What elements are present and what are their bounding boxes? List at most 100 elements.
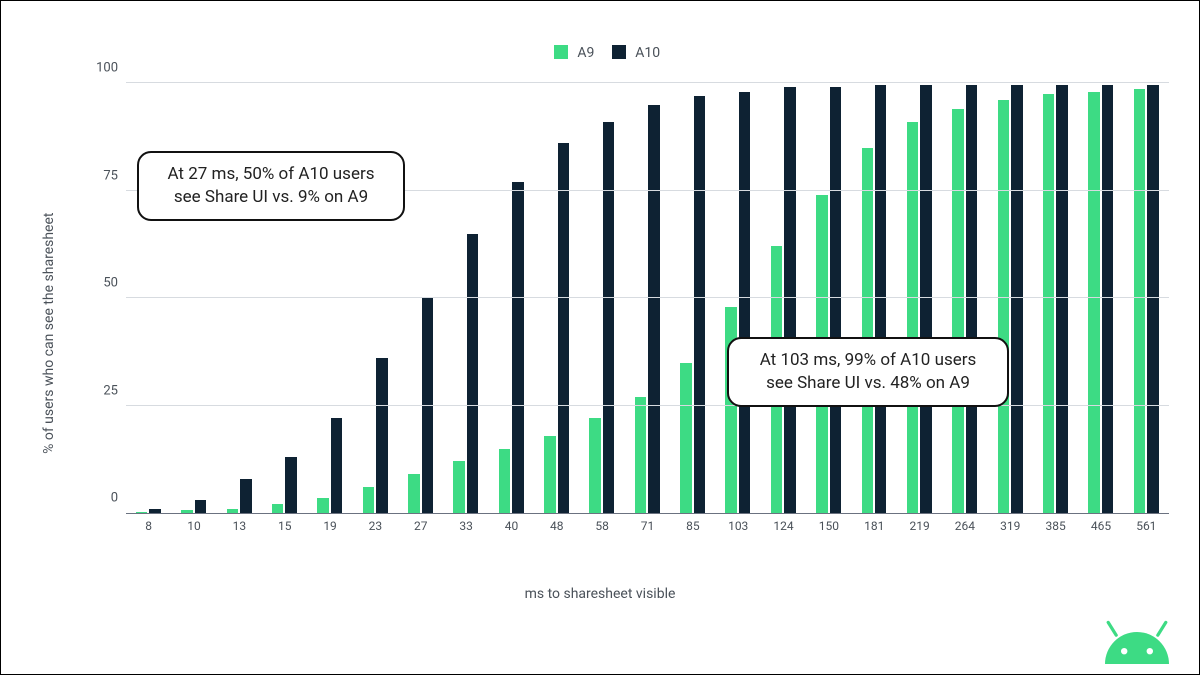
legend: A9 A10 — [1, 45, 1199, 61]
bar-group: 8 — [126, 83, 171, 513]
bar-a9 — [862, 148, 873, 514]
bar-group: 13 — [217, 83, 262, 513]
y-tick-label: 100 — [88, 61, 118, 76]
bar-group: 103 — [716, 83, 761, 513]
x-tick-label: 465 — [1091, 519, 1111, 533]
bar-group: 385 — [1033, 83, 1078, 513]
bar-group: 10 — [171, 83, 216, 513]
x-tick-label: 23 — [369, 519, 383, 533]
y-tick-label: 50 — [88, 276, 118, 291]
bar-a9 — [317, 498, 328, 513]
legend-swatch-a10 — [612, 45, 626, 59]
bar-a10 — [240, 479, 251, 513]
bar-a10 — [648, 105, 659, 514]
bar-group: 465 — [1078, 83, 1123, 513]
bar-group: 48 — [534, 83, 579, 513]
bars-container: 8101315192327334048587185103124150181219… — [126, 83, 1169, 513]
bar-group: 219 — [897, 83, 942, 513]
bar-group: 85 — [670, 83, 715, 513]
bar-a10 — [149, 509, 160, 513]
bar-a9 — [453, 461, 464, 513]
bar-a10 — [920, 85, 931, 513]
legend-label-a9: A9 — [577, 45, 594, 61]
bar-a9 — [408, 474, 419, 513]
bar-group: 19 — [307, 83, 352, 513]
bar-a10 — [195, 500, 206, 513]
bar-group: 264 — [942, 83, 987, 513]
bar-group: 124 — [761, 83, 806, 513]
bar-a9 — [589, 418, 600, 513]
bar-a9 — [181, 510, 192, 513]
chart-frame: A9 A10 % of users who can see the shares… — [0, 0, 1200, 675]
bar-group: 150 — [806, 83, 851, 513]
y-tick-label: 25 — [88, 383, 118, 398]
callout-text: At 103 ms, 99% of A10 userssee Share UI … — [760, 350, 977, 393]
bar-a9 — [952, 109, 963, 513]
bar-a10 — [784, 87, 795, 513]
bar-a10 — [467, 234, 478, 514]
callout-bubble-103ms: At 103 ms, 99% of A10 userssee Share UI … — [727, 337, 1009, 407]
bar-a10 — [966, 85, 977, 513]
y-axis-title: % of users who can see the sharesheet — [41, 212, 57, 453]
bar-a10 — [558, 143, 569, 513]
android-logo-icon — [1097, 616, 1177, 664]
x-tick-label: 15 — [278, 519, 292, 533]
bar-a10 — [285, 457, 296, 513]
bar-group: 15 — [262, 83, 307, 513]
x-tick-label: 48 — [550, 519, 564, 533]
x-tick-label: 8 — [145, 519, 152, 533]
bar-a10 — [1011, 85, 1022, 513]
x-tick-label: 13 — [233, 519, 247, 533]
callout-text: At 27 ms, 50% of A10 userssee Share UI v… — [167, 164, 374, 207]
bar-a9 — [1043, 94, 1054, 513]
x-tick-label: 33 — [459, 519, 473, 533]
x-tick-label: 264 — [955, 519, 975, 533]
x-tick-label: 85 — [686, 519, 700, 533]
x-tick-label: 319 — [1000, 519, 1020, 533]
bar-a10 — [376, 358, 387, 513]
bar-a10 — [1056, 85, 1067, 513]
bar-a10 — [830, 87, 841, 513]
bar-a9 — [363, 487, 374, 513]
y-tick-label: 0 — [88, 491, 118, 506]
bar-a9 — [544, 436, 555, 513]
bar-a10 — [739, 92, 750, 513]
bar-group: 33 — [443, 83, 488, 513]
bar-group: 23 — [353, 83, 398, 513]
callout-bubble-27ms: At 27 ms, 50% of A10 userssee Share UI v… — [137, 151, 405, 221]
x-tick-label: 58 — [595, 519, 609, 533]
bar-a10 — [875, 85, 886, 513]
bar-group: 561 — [1124, 83, 1169, 513]
gridline — [126, 297, 1169, 298]
bar-a10 — [1147, 85, 1158, 513]
gridline — [126, 82, 1169, 83]
bar-a9 — [136, 512, 147, 513]
bar-group: 58 — [579, 83, 624, 513]
bar-group: 40 — [489, 83, 534, 513]
x-tick-label: 124 — [773, 519, 793, 533]
bar-group: 27 — [398, 83, 443, 513]
legend-swatch-a9 — [554, 45, 568, 59]
x-tick-label: 19 — [323, 519, 337, 533]
bar-a10 — [512, 182, 523, 513]
bar-a9 — [907, 122, 918, 513]
bar-a9 — [998, 100, 1009, 513]
x-tick-label: 71 — [641, 519, 655, 533]
x-tick-label: 219 — [909, 519, 929, 533]
bar-a10 — [422, 298, 433, 513]
x-tick-label: 385 — [1046, 519, 1066, 533]
bar-a10 — [603, 122, 614, 513]
plot-area: 8101315192327334048587185103124150181219… — [126, 83, 1169, 514]
bar-a9 — [499, 449, 510, 514]
bar-group: 181 — [852, 83, 897, 513]
x-tick-label: 27 — [414, 519, 428, 533]
bar-a9 — [680, 363, 691, 514]
bar-group: 319 — [988, 83, 1033, 513]
gridline — [126, 405, 1169, 406]
x-tick-label: 103 — [728, 519, 748, 533]
bar-a9 — [272, 504, 283, 513]
x-tick-label: 561 — [1136, 519, 1156, 533]
x-tick-label: 10 — [187, 519, 201, 533]
x-axis-title: ms to sharesheet visible — [1, 586, 1199, 602]
y-tick-label: 75 — [88, 168, 118, 183]
